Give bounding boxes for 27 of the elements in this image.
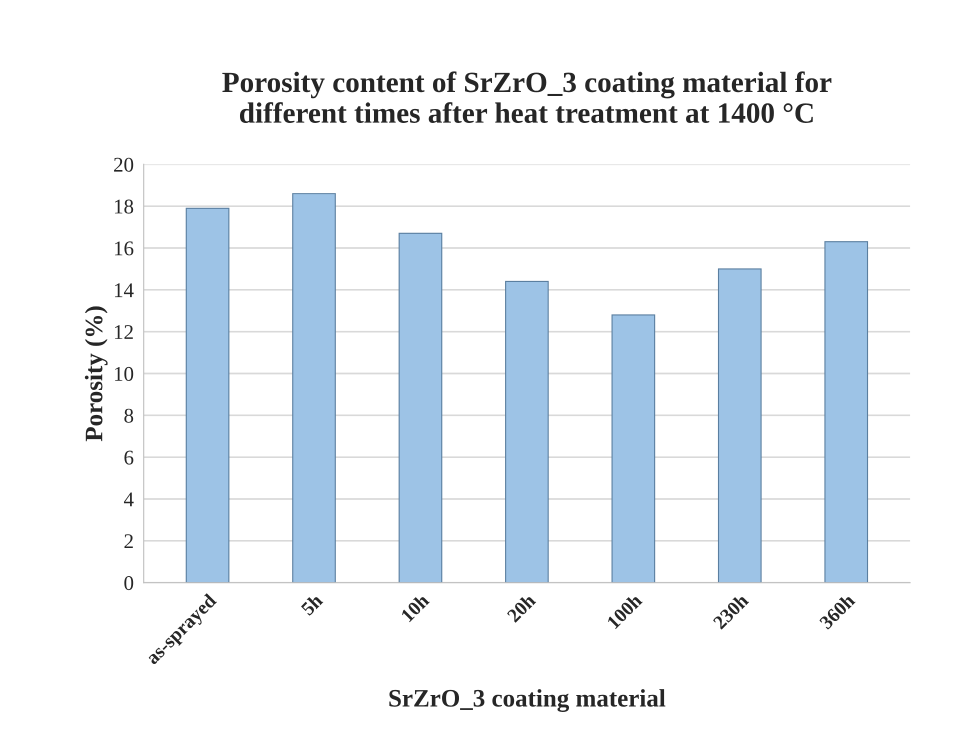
y-tick-label: 20 — [114, 158, 134, 172]
y-tick-label: 18 — [114, 200, 134, 214]
x-axis-title: SrZrO_3 coating material — [389, 689, 666, 712]
x-tick-label: 360h — [818, 592, 856, 630]
y-axis-title: Porosity (%) — [84, 306, 108, 442]
y-tick-label: 14 — [114, 283, 134, 298]
y-tick-label: 16 — [114, 241, 134, 256]
y-tick-label: 2 — [124, 534, 133, 548]
bar — [186, 208, 230, 583]
y-tick-label: 12 — [114, 325, 133, 339]
bar — [612, 314, 656, 583]
x-tick-label: 100h — [606, 592, 643, 630]
y-tick-label: 8 — [124, 408, 134, 423]
y-tick-label: 6 — [124, 450, 134, 465]
y-tick-label: 0 — [124, 576, 134, 590]
x-tick-label: 20h — [506, 592, 536, 623]
y-tick-label: 4 — [124, 492, 134, 506]
y-tick-label: 10 — [114, 366, 134, 381]
x-tick-label: 230h — [712, 592, 750, 630]
bar — [505, 280, 549, 583]
x-tick-label: 5h — [300, 592, 324, 616]
chart-title: Porosity content of SrZrO_3 coating material for different times after heat treatment at 1400 °C — [222, 71, 832, 123]
bar — [398, 232, 442, 583]
bar — [292, 193, 336, 583]
bar — [718, 268, 762, 583]
x-tick-label: 10h — [400, 592, 430, 622]
bar — [824, 241, 868, 583]
